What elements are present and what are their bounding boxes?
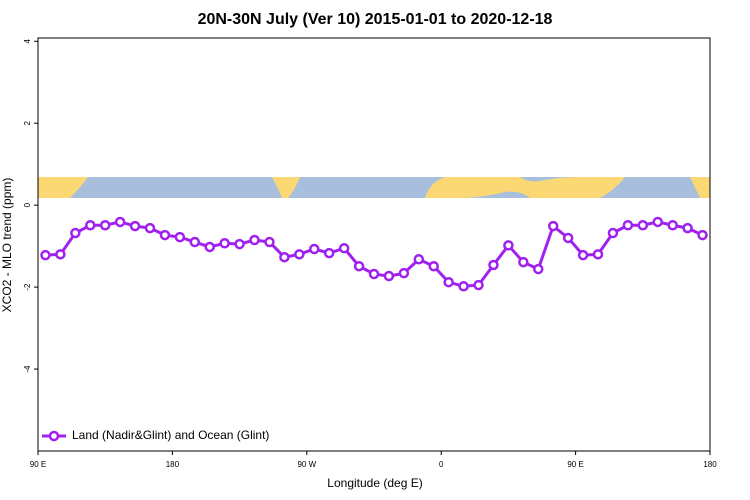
data-point	[323, 247, 335, 259]
data-point	[592, 249, 604, 260]
map-strip	[38, 177, 710, 198]
data-point	[637, 219, 649, 231]
y-tick-label: -2	[23, 283, 32, 291]
data-point	[547, 220, 559, 232]
data-point	[309, 243, 320, 255]
data-point	[219, 238, 230, 249]
y-tick-label: 0	[23, 202, 32, 207]
plot-frame	[37, 37, 711, 452]
data-point	[144, 222, 156, 234]
data-point	[473, 279, 484, 291]
y-tick-label: -4	[23, 365, 32, 373]
data-point	[458, 281, 469, 292]
data-point	[55, 249, 66, 260]
data-point	[85, 219, 96, 231]
data-point	[443, 276, 454, 288]
data-point	[234, 238, 245, 250]
data-point	[652, 216, 663, 228]
data-point	[129, 220, 141, 232]
data-point	[488, 259, 499, 271]
data-point	[533, 263, 544, 275]
data-point	[99, 219, 111, 231]
legend-marker	[48, 430, 60, 442]
data-point	[562, 232, 574, 244]
x-tick-label: 90 E	[567, 460, 583, 469]
data-point	[353, 260, 365, 272]
x-tick-label: 0	[439, 460, 444, 469]
chart-title: 20N-30N July (Ver 10) 2015-01-01 to 2020…	[198, 11, 553, 28]
data-point	[114, 216, 126, 228]
x-tick-label: 90 E	[30, 460, 46, 469]
data-point	[174, 231, 186, 243]
data-point	[398, 267, 410, 279]
y-tick-label: 4	[23, 39, 32, 44]
data-point	[682, 222, 693, 234]
data-point	[428, 260, 439, 272]
data-point	[249, 234, 260, 246]
data-point	[204, 241, 215, 253]
data-point	[697, 229, 708, 241]
legend-label: Land (Nadir&Glint) and Ocean (Glint)	[72, 428, 269, 442]
data-point	[294, 249, 305, 260]
data-point	[368, 268, 380, 280]
x-tick-label: 180	[166, 460, 180, 469]
data-point	[667, 219, 678, 231]
data-point	[189, 236, 201, 248]
data-point	[264, 236, 275, 248]
data-point	[518, 256, 529, 268]
y-axis-label: XCO2 - MLO trend (ppm)	[0, 178, 14, 313]
data-point	[577, 249, 589, 261]
x-tick-label: 90 W	[297, 460, 316, 469]
data-point	[503, 240, 514, 251]
data-point	[383, 270, 395, 282]
data-point	[159, 229, 171, 241]
data-point	[413, 254, 425, 265]
data-point	[70, 227, 81, 239]
data-point	[607, 227, 619, 239]
x-tick-label: 180	[703, 460, 717, 469]
data-point	[338, 242, 350, 254]
data-point	[279, 251, 290, 263]
y-tick-label: 2	[23, 120, 32, 125]
data-point	[40, 249, 51, 261]
x-axis-label: Longitude (deg E)	[327, 476, 422, 490]
data-point	[622, 219, 634, 231]
